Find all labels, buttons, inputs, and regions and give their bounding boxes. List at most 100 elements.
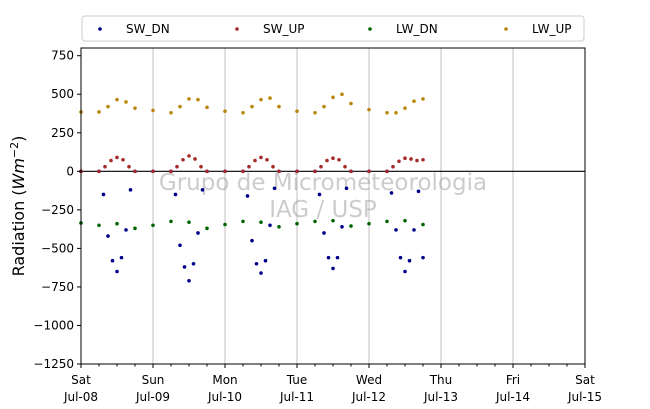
x-tick-day-label: Fri xyxy=(506,373,520,387)
data-point xyxy=(106,234,110,238)
data-point xyxy=(223,109,227,113)
data-point xyxy=(367,169,371,174)
x-tick-day-label: Sat xyxy=(71,373,91,387)
data-point xyxy=(169,169,173,174)
data-point xyxy=(344,186,349,191)
data-point xyxy=(259,155,263,160)
grid-lines xyxy=(80,48,586,364)
data-point xyxy=(200,188,205,192)
data-point xyxy=(313,110,317,115)
data-point xyxy=(119,255,124,260)
data-point xyxy=(331,218,335,223)
data-point xyxy=(124,228,128,232)
x-tick-label: Jul-13 xyxy=(423,390,458,404)
y-tick-label: −250 xyxy=(41,203,74,217)
legend-marker xyxy=(368,27,372,31)
data-point xyxy=(187,154,191,158)
y-tick-label: 0 xyxy=(66,164,74,178)
data-point xyxy=(277,169,281,174)
data-point xyxy=(325,158,329,163)
y-axis-label: Radiation (Wm−2) xyxy=(8,136,28,277)
data-point xyxy=(97,169,101,174)
data-point xyxy=(394,228,398,232)
data-point xyxy=(223,169,227,174)
data-point xyxy=(331,156,335,161)
data-point xyxy=(403,106,407,110)
x-tick-day-label: Wed xyxy=(356,373,382,387)
y-axis: −1250 −1000 −750 −500 −250 0 250 500 750 xyxy=(33,49,81,371)
data-point xyxy=(259,97,263,102)
data-point xyxy=(271,164,275,169)
data-point xyxy=(97,223,101,228)
y-tick-label: 250 xyxy=(51,126,74,140)
data-point xyxy=(101,192,106,197)
watermark-text: Grupo de Micrometeorologia xyxy=(159,170,487,196)
data-point xyxy=(103,164,107,169)
data-point xyxy=(241,110,245,115)
data-point xyxy=(268,96,272,100)
data-point xyxy=(133,169,137,174)
data-point xyxy=(421,222,425,227)
data-point xyxy=(322,104,326,109)
x-axis: Sat Jul-08 Sun Jul-09 Mon Jul-10 Tue Jul-11 Wed J… xyxy=(63,364,602,404)
data-point xyxy=(367,107,371,112)
data-point xyxy=(367,221,371,226)
data-point xyxy=(385,169,389,174)
x-tick-label: Jul-15 xyxy=(567,390,602,404)
data-point xyxy=(326,255,331,260)
data-point xyxy=(389,191,394,195)
series-sw-up xyxy=(79,154,425,174)
x-tick-day-label: Tue xyxy=(286,373,308,387)
data-point xyxy=(241,219,245,224)
data-point xyxy=(317,192,322,197)
data-point xyxy=(277,104,281,109)
data-point xyxy=(115,221,119,226)
legend-marker xyxy=(235,27,239,31)
y-tick-label: −500 xyxy=(41,241,74,255)
data-point xyxy=(128,188,133,192)
data-point xyxy=(268,223,272,228)
data-point xyxy=(169,219,173,224)
data-point xyxy=(340,92,344,97)
data-point xyxy=(175,164,179,169)
data-point xyxy=(199,164,203,169)
data-point xyxy=(115,97,119,102)
data-point xyxy=(253,158,257,163)
data-point xyxy=(421,97,425,101)
data-point xyxy=(205,226,209,231)
data-point xyxy=(259,271,263,275)
x-tick-label: Jul-08 xyxy=(63,390,98,404)
data-point xyxy=(322,231,326,235)
data-point xyxy=(241,169,245,174)
data-point xyxy=(331,266,335,271)
data-point xyxy=(121,157,125,162)
data-point xyxy=(109,158,113,163)
legend: SW_DN SW_UP LW_DN LW_UP xyxy=(81,15,585,42)
data-point xyxy=(106,104,110,109)
x-tick-label: Jul-11 xyxy=(279,390,314,404)
data-point xyxy=(247,164,251,169)
legend-label: LW_DN xyxy=(396,22,438,36)
data-point xyxy=(398,255,403,260)
data-point xyxy=(169,110,173,115)
x-tick-label: Jul-14 xyxy=(495,390,530,404)
legend-label: LW_UP xyxy=(532,22,571,36)
data-point xyxy=(181,157,185,162)
data-point xyxy=(115,269,119,274)
data-point xyxy=(421,157,425,162)
data-point xyxy=(409,157,413,161)
x-tick-day-label: Sat xyxy=(575,373,595,387)
data-point xyxy=(340,225,344,229)
data-point xyxy=(250,104,254,109)
data-point xyxy=(343,164,347,169)
data-point xyxy=(115,155,119,160)
x-tick-label: Jul-10 xyxy=(207,390,242,404)
data-point xyxy=(412,228,416,232)
data-point xyxy=(385,219,389,224)
x-tick-label: Jul-12 xyxy=(351,390,386,404)
data-point xyxy=(403,218,407,223)
data-point xyxy=(124,100,128,104)
data-point xyxy=(259,220,263,224)
